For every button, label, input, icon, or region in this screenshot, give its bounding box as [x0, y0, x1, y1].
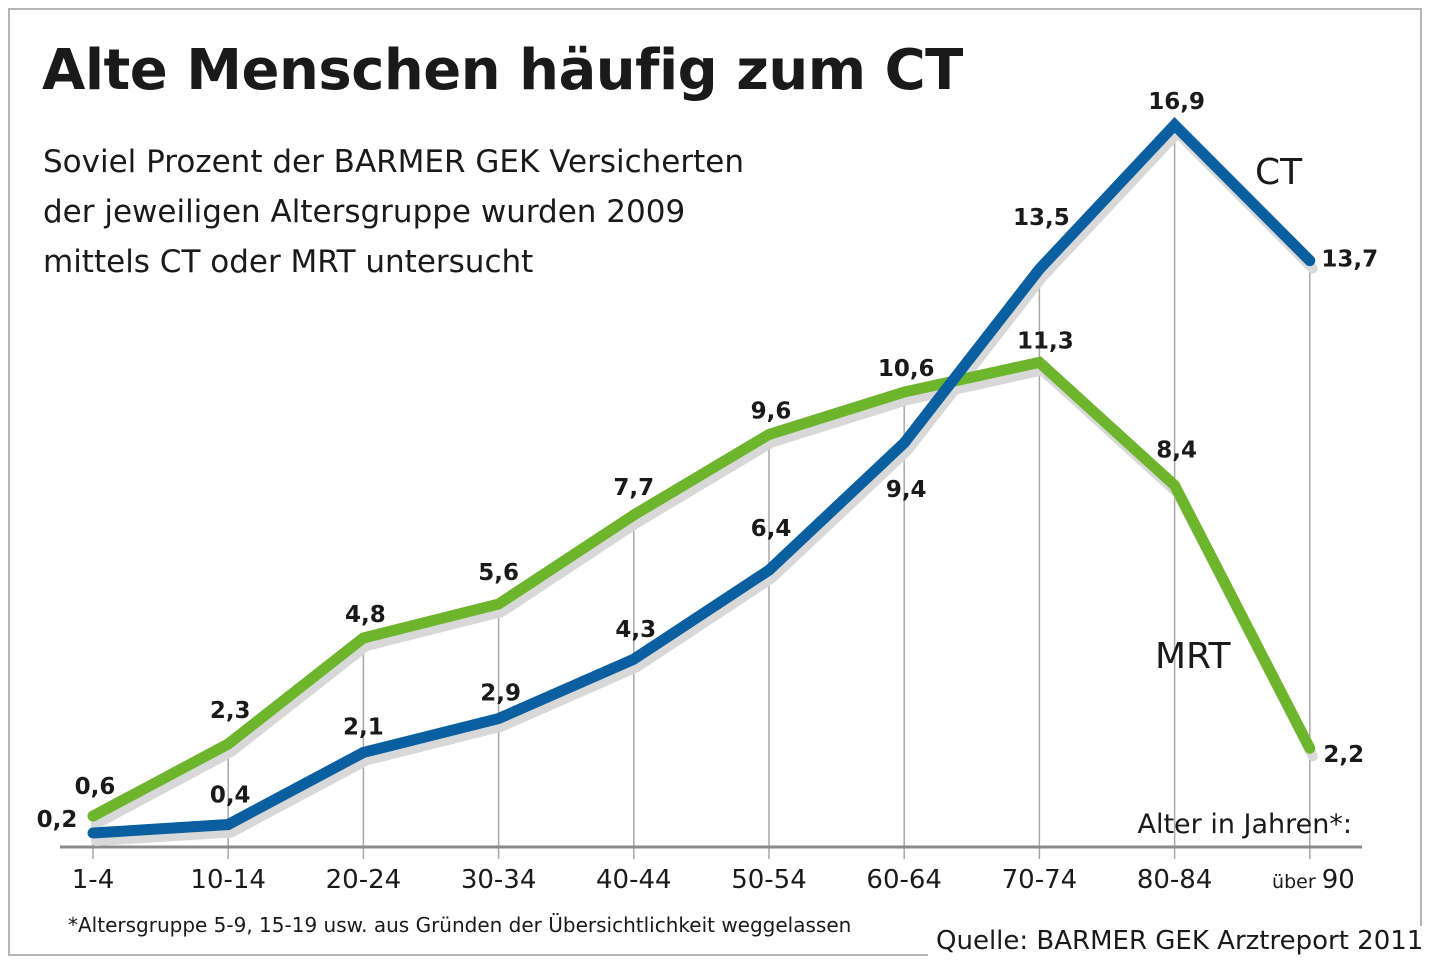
- x-tick-label: 1-4: [72, 865, 114, 895]
- data-label-ct: 0,2: [37, 807, 78, 833]
- x-tick-label: über 90: [1272, 865, 1355, 895]
- data-label-mrt: 10,6: [878, 356, 935, 382]
- data-label-mrt: 11,3: [1017, 328, 1074, 354]
- x-tick-label: 20-24: [326, 865, 402, 895]
- data-label-ct: 2,9: [480, 681, 521, 707]
- source-note: Quelle: BARMER GEK Arztreport 2011: [928, 926, 1432, 956]
- series-label-ct: CT: [1255, 152, 1303, 193]
- data-label-ct: 0,4: [210, 783, 251, 809]
- x-tick-label: 10-14: [190, 865, 266, 895]
- data-label-ct: 4,3: [615, 617, 656, 643]
- series-line-mrt: [87, 356, 1316, 822]
- data-label-mrt: 8,4: [1156, 437, 1197, 463]
- subtitle-line: der jeweiligen Altersgruppe wurden 2009: [43, 194, 686, 230]
- data-label-ct: 2,1: [343, 714, 384, 740]
- series-shadow-ct: [91, 127, 1318, 847]
- data-label-mrt: 9,6: [751, 398, 792, 424]
- x-axis-label: Alter in Jahren*:: [1138, 809, 1353, 840]
- x-tick-label: 40-44: [596, 865, 672, 895]
- chart-subtitle: Soviel Prozent der BARMER GEK Versichert…: [43, 137, 744, 287]
- data-label-mrt: 2,3: [210, 698, 251, 724]
- data-label-ct: 13,7: [1321, 247, 1378, 273]
- x-tick-label: 60-64: [866, 865, 942, 895]
- data-label-mrt: 2,2: [1323, 742, 1364, 768]
- data-label-mrt: 0,6: [75, 774, 116, 800]
- subtitle-line: mittels CT oder MRT untersucht: [43, 244, 534, 280]
- footnote: *Altersgruppe 5-9, 15-19 usw. aus Gründe…: [68, 913, 852, 937]
- x-tick-label: 70-74: [1002, 865, 1078, 895]
- data-label-ct: 13,5: [1013, 205, 1070, 231]
- data-label-ct: 9,4: [886, 477, 927, 503]
- series-line-ct: [87, 117, 1316, 839]
- data-label-mrt: 4,8: [345, 602, 386, 628]
- series-label-mrt: MRT: [1155, 636, 1231, 677]
- x-tick-label: 80-84: [1137, 865, 1213, 895]
- data-label-ct: 16,9: [1148, 89, 1205, 115]
- chart-title: Alte Menschen häufig zum CT: [42, 38, 963, 103]
- data-label-mrt: 5,6: [478, 560, 519, 586]
- data-label-mrt: 7,7: [613, 475, 654, 501]
- chart-frame: [8, 8, 1422, 956]
- data-label-ct: 6,4: [751, 516, 792, 542]
- x-tick-label: 50-54: [731, 865, 807, 895]
- x-tick-label: 30-34: [461, 865, 537, 895]
- subtitle-line: Soviel Prozent der BARMER GEK Versichert…: [43, 144, 744, 180]
